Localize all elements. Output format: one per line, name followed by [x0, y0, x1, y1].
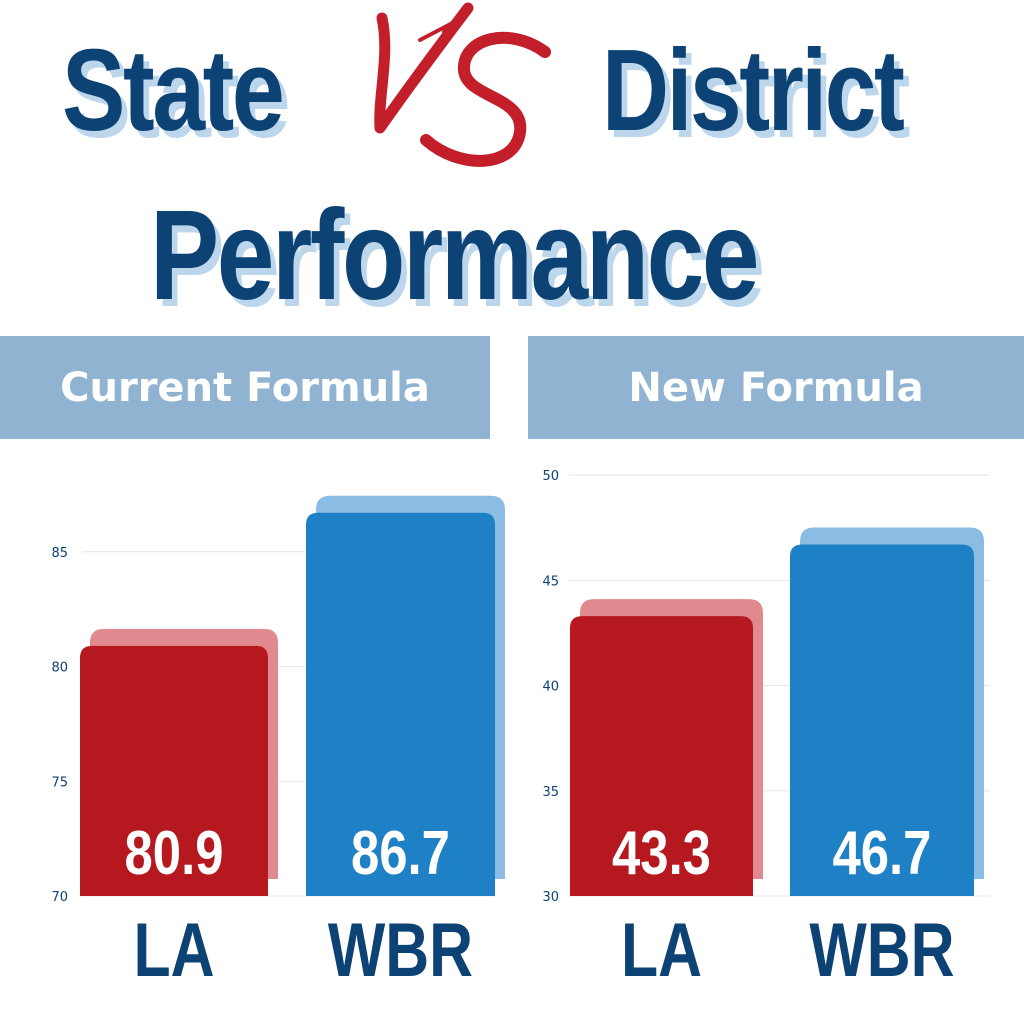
current-ytick-label: 75 [51, 775, 68, 790]
current-ytick-label: 80 [51, 661, 68, 676]
new-bar-wbr [790, 544, 974, 896]
new-value-label-la: 43.3 [612, 819, 711, 888]
current-category-label-la: LA [133, 908, 214, 993]
headline-performance: Performance [150, 184, 760, 327]
current-value-label-wbr: 86.7 [351, 819, 450, 888]
new-category-label-la: LA [621, 908, 702, 993]
current-category-label-wbr: WBR [328, 908, 473, 993]
current-formula-chart: 70 75 80 85 80.9 LA 86.7 WBR [51, 495, 505, 993]
new-formula-header: New Formula [528, 336, 1024, 439]
new-ytick-label: 35 [542, 785, 559, 800]
new-value-label-wbr: 46.7 [833, 819, 932, 888]
vs-mark: VS [374, 2, 551, 167]
new-ytick-label: 50 [542, 469, 559, 484]
current-ytick-label: 85 [51, 546, 68, 561]
headline-district: District [602, 25, 905, 155]
current-value-label-la: 80.9 [125, 819, 224, 888]
current-bar-wbr [306, 512, 495, 896]
new-ytick-label: 30 [542, 890, 559, 905]
new-ytick-label: 40 [542, 680, 559, 695]
new-formula-chart: 30 35 40 45 50 43.3 LA 46.7 WBR [542, 469, 990, 993]
new-bar-la [570, 616, 753, 896]
current-formula-header: Current Formula [0, 336, 490, 439]
new-category-label-wbr: WBR [809, 908, 954, 993]
current-bar-la [80, 645, 268, 896]
current-ytick-label: 70 [51, 890, 68, 905]
new-ytick-label: 45 [542, 574, 559, 589]
headline-state: State [62, 25, 285, 155]
